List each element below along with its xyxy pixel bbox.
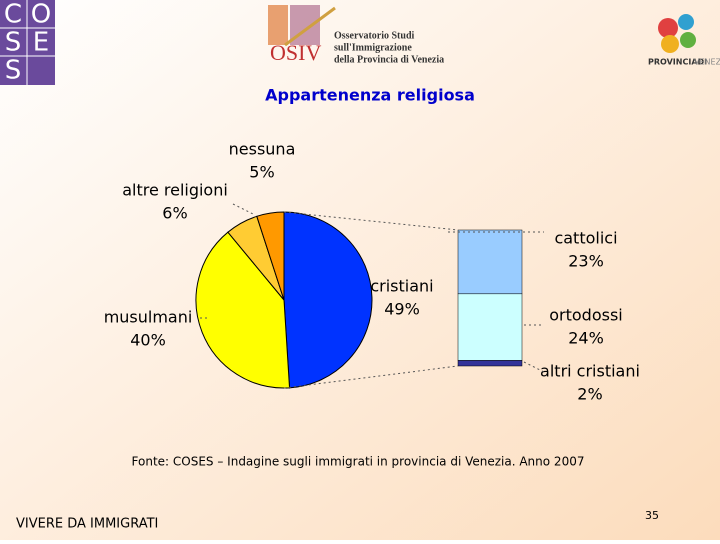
data-label-name: cristiani (370, 277, 433, 296)
connector (283, 365, 459, 389)
provincia-logo: PROVINCIADI VENEZIA (648, 14, 720, 67)
logo-letter: O (31, 0, 51, 30)
pie-slice (195, 231, 291, 389)
data-label-value: 49% (384, 300, 420, 319)
bar-segment (457, 293, 523, 361)
provincia-text: PROVINCIADI (648, 58, 707, 67)
chart: cristiani 49% musulmani 40% altre religioni 6… (104, 140, 640, 404)
data-label-value: 5% (249, 163, 274, 182)
osiv-mark: OSIV (270, 40, 321, 65)
footer-text: VIVERE DA IMMIGRATI (16, 517, 158, 532)
data-label-name: altri cristiani (540, 362, 640, 381)
source-note: Fonte: COSES – Indagine sugli immigrati … (132, 455, 585, 469)
data-label-name: ortodossi (549, 306, 623, 325)
data-label-name: nessuna (229, 140, 296, 159)
pie-slice (283, 211, 373, 389)
data-label-value: 2% (577, 385, 602, 404)
provincia-text: VENEZIA (694, 58, 720, 67)
data-label-name: musulmani (104, 308, 193, 327)
data-label-name: altre religioni (122, 181, 228, 200)
logo-letter: C (4, 0, 22, 30)
osiv-text: della Provincia di Venezia (334, 54, 444, 65)
leader-line (523, 361, 545, 373)
pie-slice (256, 211, 285, 301)
data-label-value: 40% (130, 331, 166, 350)
bar-segment (457, 229, 523, 295)
connector (283, 211, 459, 231)
chart-title: Appartenenza religiosa (265, 86, 475, 105)
leader-line (232, 203, 256, 216)
osiv-logo: OSIV Osservatorio Studi sull'Immigrazion… (268, 5, 444, 65)
page-number: 35 (645, 509, 659, 522)
data-label-value: 6% (162, 204, 187, 223)
osiv-text: sull'Immigrazione (334, 42, 412, 53)
coses-logo: C O S E S (0, 0, 55, 86)
logo-letter: S (5, 56, 22, 86)
data-label-value: 24% (568, 329, 604, 348)
logo-letter: S (5, 28, 22, 58)
bar-segment (457, 360, 523, 367)
data-label-name: cattolici (554, 229, 617, 248)
data-label-value: 23% (568, 252, 604, 271)
logo-letter: E (33, 28, 49, 58)
osiv-text: Osservatorio Studi (334, 30, 415, 41)
